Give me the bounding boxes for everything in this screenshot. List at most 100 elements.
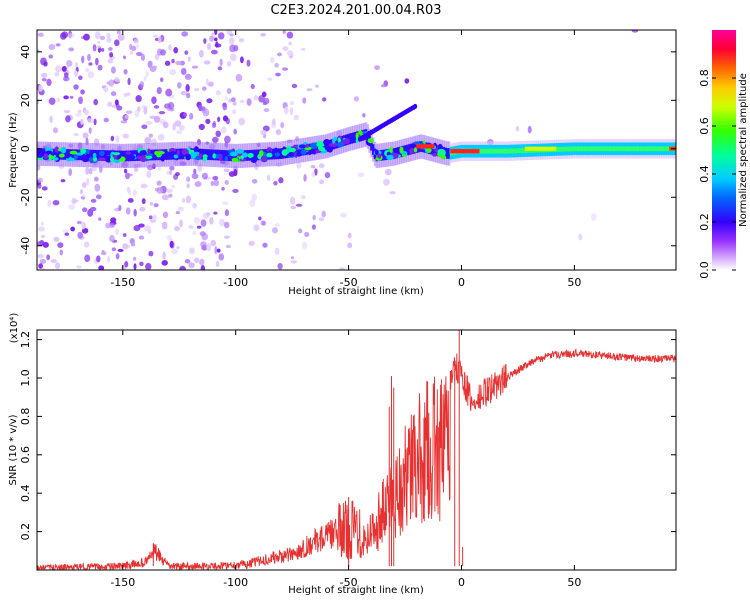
spectrogram-noise-blob: [288, 41, 292, 46]
spectrogram-ridge-blob: [64, 151, 71, 159]
spectrogram-noise-blob: [110, 66, 116, 74]
spectrogram-noise-blob: [117, 248, 124, 252]
spectrogram-noise-blob: [226, 87, 232, 95]
spectrogram-ridge-core: [70, 149, 73, 160]
spectrogram-ridge-peak: [648, 146, 651, 152]
spectrogram-noise-blob: [55, 43, 61, 47]
spectrogram-noise-blob: [171, 185, 176, 189]
spectrogram-noise-blob: [347, 232, 352, 239]
spectrogram-ridge-blob: [247, 152, 254, 158]
colorbar-label: Normalized spectral amplitude: [738, 73, 749, 227]
spectrogram-noise-blob: [99, 35, 106, 41]
spectrogram-ridge-core: [353, 132, 357, 143]
spectrogram-ridge-blob: [193, 151, 200, 155]
spectrogram-noise-blob: [116, 30, 121, 35]
spectrogram-ridge-core: [325, 141, 328, 152]
spectrogram-ridge-core: [202, 148, 205, 160]
spectrogram-noise-blob: [357, 172, 365, 178]
spectrogram-noise-blob: [85, 166, 90, 175]
spectrogram-noise-blob: [37, 32, 44, 37]
spectrogram-ridge-blob: [173, 154, 179, 159]
spectrogram-noise-blob: [130, 242, 136, 247]
spectrogram-ridge-blob: [413, 147, 418, 153]
spectrogram-noise-blob: [324, 172, 331, 179]
spectrogram-ridge-blob: [319, 146, 326, 152]
colorbar-tick-label: 0.6: [698, 117, 711, 135]
spectrogram-noise-blob: [219, 58, 223, 67]
spectrogram-noise-blob: [96, 255, 101, 263]
spectrogram-ridge-blob: [98, 157, 106, 162]
spectrogram-noise-blob: [143, 76, 147, 81]
spectrogram-noise-blob: [48, 43, 56, 50]
spectrogram-noise-blob: [248, 240, 255, 246]
spectrogram-panel: -150 -100 -50 0 50 -40 -20 0 20 40 Height of stra…: [8, 29, 749, 297]
spectrogram-noise-blob: [136, 44, 140, 49]
spectrogram-ridge-core: [50, 148, 53, 160]
spectrogram-ridge-core: [272, 148, 276, 160]
spectrogram-branch-blob: [413, 103, 418, 109]
colorbar-tick-label: 0.0: [698, 261, 711, 279]
spectrogram-ridge-blob: [110, 156, 115, 163]
spectrogram-noise-blob: [87, 71, 95, 79]
spectrogram-noise-blob: [37, 164, 41, 171]
spectrogram-noise-blob: [193, 216, 201, 224]
spectrogram-noise-blob: [87, 53, 91, 62]
spectrogram-noise-blob: [159, 77, 164, 83]
spectrogram-noise-blob: [162, 251, 166, 260]
spectrogram-noise-blob: [143, 106, 148, 115]
spectrogram-noise-blob: [167, 101, 175, 110]
spectrogram-noise-blob: [217, 66, 223, 71]
spectrogram-ridge-blob: [239, 158, 247, 162]
spectrogram-ridge-blob: [329, 143, 333, 147]
spectrogram-noise-blob: [37, 177, 43, 183]
spectrogram-noise-blob: [66, 59, 73, 67]
spectrogram-noise-blob: [110, 91, 117, 96]
spectrogram-noise-blob: [206, 98, 213, 104]
spectrogram-ridge-blob: [316, 140, 324, 148]
spectrogram-ridge-peak: [567, 146, 570, 152]
spectrogram-ridge-blob: [125, 151, 132, 155]
spectrogram-noise-blob: [229, 44, 236, 53]
spectrogram-ridge-peak: [594, 146, 597, 152]
spectrogram-noise-blob: [76, 220, 82, 225]
spectrogram-noise-blob: [226, 60, 232, 67]
spectrogram-noise-blob: [68, 168, 73, 176]
spectrogram-noise-blob: [209, 35, 214, 42]
spectrogram-ridge-blob: [147, 148, 151, 155]
spectrogram-ridge-blob: [305, 143, 309, 148]
spectrogram-noise-blob: [206, 42, 212, 51]
spectrogram-noise-blob: [253, 224, 260, 232]
spectrogram-noise-blob: [233, 168, 238, 177]
spectrogram-ridge-peak: [563, 146, 566, 152]
spectrogram-ridge-core: [431, 144, 435, 155]
spectrogram-noise-blob: [60, 179, 66, 183]
spectrogram-noise-blob: [56, 97, 61, 103]
spectrogram-ridge-blob: [128, 154, 136, 160]
spectrogram-noise-blob: [223, 221, 230, 229]
snr-y-tick-label: 1.0: [19, 369, 32, 387]
spectrogram-ridge-blob: [337, 137, 342, 144]
spectrogram-noise-blob: [78, 75, 83, 81]
spectrogram-noise-blob: [141, 198, 146, 205]
spectrogram-ridge-blob: [441, 149, 446, 156]
spectrogram-noise-blob: [50, 259, 57, 263]
snr-x-tick-label: -100: [223, 576, 248, 589]
spectrogram-noise-blob: [157, 36, 162, 44]
spectrogram-noise-blob: [76, 265, 82, 269]
spectrogram-noise-blob: [80, 196, 85, 200]
spectrogram-ridge-core: [90, 149, 93, 161]
spectrogram-noise-blob: [62, 76, 70, 82]
spectrogram-noise-blob: [97, 40, 101, 45]
spectrogram-ridge-peak: [572, 146, 575, 152]
spectrogram-noise-blob: [253, 95, 259, 101]
spectrogram-ridge-core: [207, 149, 211, 160]
spectrogram-ridge-blob: [61, 148, 66, 154]
spectrogram-noise-blob: [200, 264, 206, 270]
spectrogram-ridge-peak: [617, 146, 621, 152]
spectrogram-noise-blob: [181, 197, 186, 203]
spectrogram-noise-blob: [168, 193, 173, 198]
spectrogram-ridge-peak: [574, 146, 577, 152]
spectrogram-noise-blob: [115, 228, 120, 236]
spectrogram-noise-blob: [123, 69, 128, 75]
